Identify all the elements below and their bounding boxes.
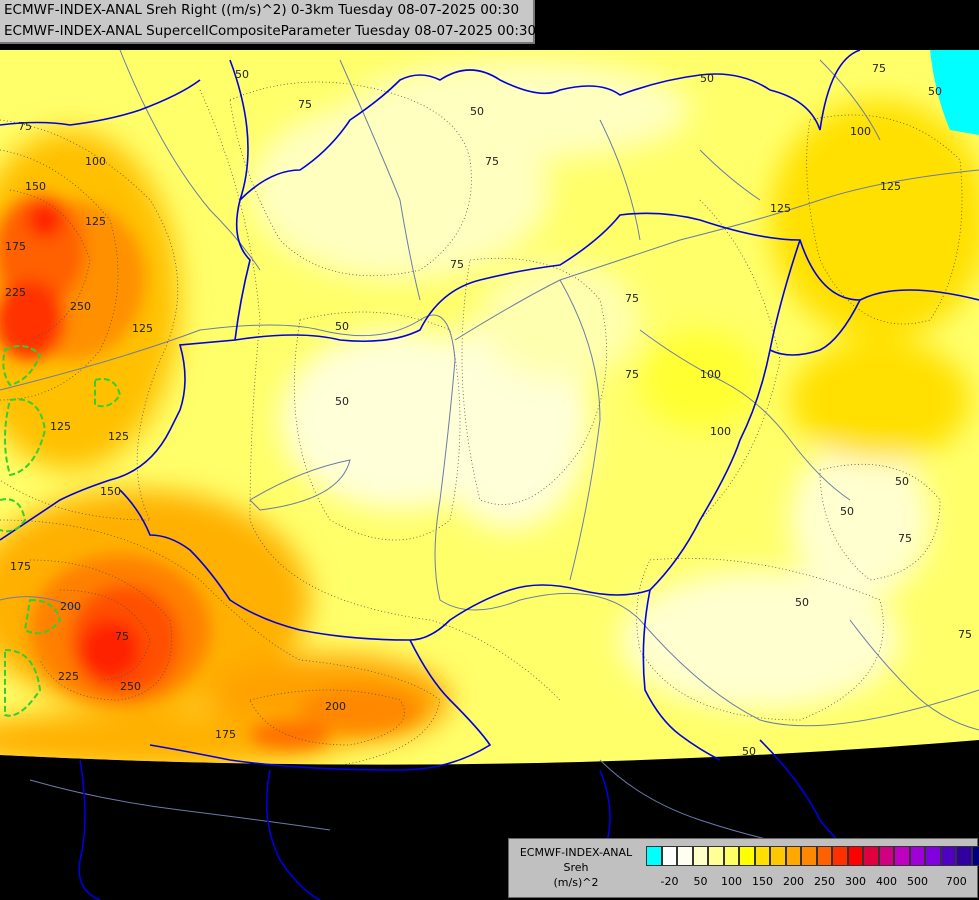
map-title: ECMWF-INDEX-ANAL Sreh Right ((m/s)^2) 0-… — [0, 0, 537, 44]
contour-label: 50 — [840, 505, 854, 518]
legend-swatch — [646, 846, 662, 866]
contour-label: 200 — [325, 700, 346, 713]
legend-ticks: -20 50 100 150 200 250 300 400 500 700 — [646, 875, 976, 889]
legend-variable: Sreh — [563, 861, 589, 874]
legend-tick-label: 200 — [783, 875, 804, 888]
legend-swatch — [801, 846, 817, 866]
contour-label: 100 — [710, 425, 731, 438]
contour-label: 50 — [742, 745, 756, 758]
legend-swatch — [739, 846, 755, 866]
legend-swatch — [677, 846, 693, 866]
contour-label: 125 — [132, 322, 153, 335]
legend-swatch — [754, 846, 770, 866]
legend-swatch — [661, 846, 677, 866]
legend-swatch — [692, 846, 708, 866]
contour-label: 50 — [235, 68, 249, 81]
contour-lines — [0, 81, 963, 765]
legend-swatch — [956, 846, 972, 866]
legend-tick-label: 100 — [721, 875, 742, 888]
contour-label-group: 50 75 50 75 75 100 150 125 175 225 250 1… — [5, 62, 972, 758]
legend-swatches — [646, 846, 979, 866]
contour-label: 75 — [625, 292, 639, 305]
legend-label: ECMWF-INDEX-ANAL Sreh (m/s)^2 — [509, 845, 643, 890]
contour-label: 225 — [5, 286, 26, 299]
legend-unit: (m/s)^2 — [553, 876, 599, 889]
contour-label: 200 — [60, 600, 81, 613]
legend-swatch — [816, 846, 832, 866]
legend-tick-label: 50 — [693, 875, 708, 888]
legend-swatch — [940, 846, 956, 866]
contour-label: 225 — [58, 670, 79, 683]
legend-tick-label: 250 — [814, 875, 835, 888]
contour-label: 125 — [108, 430, 129, 443]
contour-label: 50 — [470, 105, 484, 118]
legend-swatch — [723, 846, 739, 866]
contour-label: 175 — [5, 240, 26, 253]
legend-tick-label: 300 — [845, 875, 866, 888]
color-legend: ECMWF-INDEX-ANAL Sreh (m/s)^2 -20 50 100 15… — [508, 838, 979, 898]
contour-label: 75 — [872, 62, 886, 75]
contour-label: 125 — [50, 420, 71, 433]
contour-label: 100 — [85, 155, 106, 168]
contour-label: 75 — [115, 630, 129, 643]
contour-label: 75 — [485, 155, 499, 168]
contour-label: 50 — [928, 85, 942, 98]
legend-swatch — [847, 846, 863, 866]
legend-swatch — [708, 846, 724, 866]
legend-tick-label: -20 — [660, 875, 679, 888]
contour-label: 125 — [880, 180, 901, 193]
legend-swatch — [909, 846, 925, 866]
country-borders — [0, 49, 979, 900]
contour-label: 100 — [850, 125, 871, 138]
legend-swatch — [863, 846, 879, 866]
legend-swatch — [770, 846, 786, 866]
contour-label: 125 — [85, 215, 106, 228]
title-line-1: ECMWF-INDEX-ANAL Sreh Right ((m/s)^2) 0-… — [4, 2, 520, 18]
contour-label: 150 — [100, 485, 121, 498]
legend-tick-label: 500 — [907, 875, 928, 888]
contour-label: 50 — [335, 320, 349, 333]
contour-label: 50 — [700, 72, 714, 85]
legend-swatch — [878, 846, 894, 866]
contour-label: 75 — [958, 628, 972, 641]
contour-label: 75 — [625, 368, 639, 381]
legend-swatch — [925, 846, 941, 866]
rivers — [0, 49, 979, 851]
contour-label: 75 — [18, 120, 32, 133]
legend-swatch — [894, 846, 910, 866]
title-line-2: ECMWF-INDEX-ANAL SupercellCompositeParam… — [4, 23, 537, 39]
contour-label: 175 — [215, 728, 236, 741]
legend-source: ECMWF-INDEX-ANAL — [519, 846, 633, 859]
contour-label: 50 — [895, 475, 909, 488]
contour-label: 175 — [10, 560, 31, 573]
contour-label: 50 — [335, 395, 349, 408]
contour-label: 50 — [795, 596, 809, 609]
contour-label: 100 — [700, 368, 721, 381]
contour-label: 75 — [898, 532, 912, 545]
contour-label: 75 — [298, 98, 312, 111]
contour-label: 125 — [770, 202, 791, 215]
contour-label: 75 — [450, 258, 464, 271]
legend-swatch — [832, 846, 848, 866]
legend-tick-label: 150 — [752, 875, 773, 888]
legend-tick-label: 700 — [945, 875, 967, 888]
scp-contours — [0, 345, 122, 717]
contour-label: 250 — [120, 680, 141, 693]
contour-label: 250 — [70, 300, 91, 313]
legend-swatch — [971, 846, 979, 866]
legend-swatch — [785, 846, 801, 866]
contour-label: 150 — [25, 180, 46, 193]
legend-tick-label: 400 — [876, 875, 897, 888]
sreh-field — [0, 50, 979, 765]
